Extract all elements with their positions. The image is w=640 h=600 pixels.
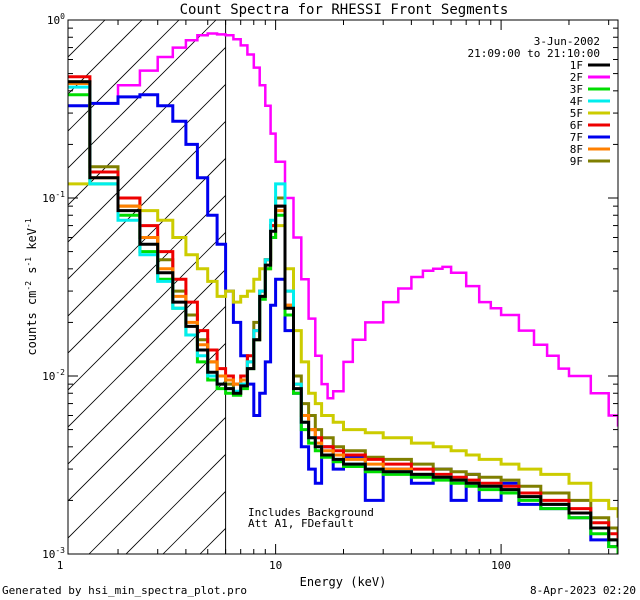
series-line-2F: [89, 32, 618, 427]
y-axis-label: counts cm-2 s-1 keV-1: [24, 218, 39, 356]
hatch-line: [68, 46, 226, 206]
legend-label-6F: 6F: [570, 119, 583, 132]
hatch-line: [68, 20, 69, 21]
legend-label-2F: 2F: [570, 71, 583, 84]
generator-credit: Generated by hsi_min_spectra_plot.pro: [2, 584, 248, 597]
attenuator-note: Att A1, FDefault: [248, 517, 354, 530]
series-line-8F: [68, 82, 618, 547]
hatch-line: [68, 157, 226, 317]
legend-label-1F: 1F: [570, 59, 583, 72]
hatch-line: [68, 20, 217, 169]
hatch-line: [68, 120, 226, 280]
y-tick-label: 100: [47, 12, 65, 27]
legend-label-8F: 8F: [570, 143, 583, 156]
legend-label-5F: 5F: [570, 107, 583, 120]
chart-title: Count Spectra for RHESSI Front Segments: [180, 2, 509, 18]
y-tick-label: 10-1: [42, 190, 65, 205]
date-annotation: 3-Jun-2002: [534, 35, 600, 48]
hatch-line: [68, 194, 226, 354]
legend-label-3F: 3F: [570, 83, 583, 96]
y-tick-label: 10-2: [42, 368, 65, 383]
hatch-line: [68, 20, 143, 95]
x-tick-label: 1: [57, 559, 64, 572]
hatch-line: [88, 416, 226, 554]
x-tick-label: 10: [269, 559, 282, 572]
time-range-annotation: 21:09:00 to 21:10:00: [468, 47, 600, 60]
background-note: Includes Background: [248, 506, 374, 519]
x-axis-label: Energy (keV): [300, 575, 387, 589]
legend-label-4F: 4F: [570, 95, 583, 108]
hatch-line: [68, 231, 226, 391]
series-line-4F: [68, 85, 618, 547]
legend-label-7F: 7F: [570, 131, 583, 144]
x-tick-label: 100: [491, 559, 511, 572]
series-group: [68, 32, 618, 554]
series-line-1F: [68, 80, 618, 547]
hatch-line: [68, 83, 226, 243]
generation-timestamp: 8-Apr-2023 02:20: [530, 584, 636, 597]
hatch-line: [68, 268, 226, 428]
plot-frame: [67, 19, 619, 555]
hatch-line: [68, 379, 226, 539]
hatch-line: [125, 453, 226, 554]
legend-label-9F: 9F: [570, 155, 583, 168]
attenuator-hatch-region: [68, 20, 226, 554]
hatch-line: [68, 342, 226, 502]
